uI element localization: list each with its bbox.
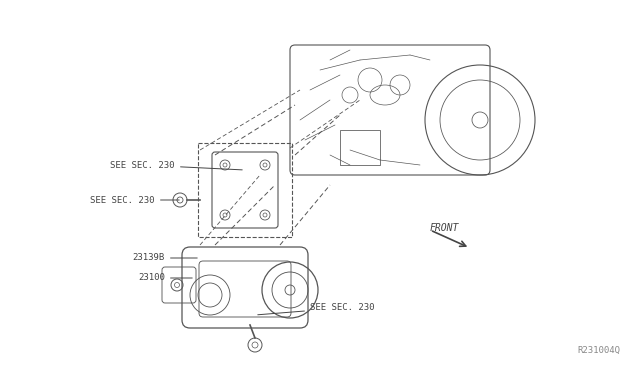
Text: FRONT: FRONT [430, 223, 460, 233]
Text: R231004Q: R231004Q [577, 346, 620, 355]
Text: 23139B: 23139B [132, 253, 197, 263]
Text: SEE SEC. 230: SEE SEC. 230 [90, 196, 179, 205]
Text: SEE SEC. 230: SEE SEC. 230 [111, 160, 242, 170]
Text: SEE SEC. 230: SEE SEC. 230 [258, 304, 374, 315]
Text: 23100: 23100 [138, 273, 192, 282]
Bar [340, 130, 380, 165]
